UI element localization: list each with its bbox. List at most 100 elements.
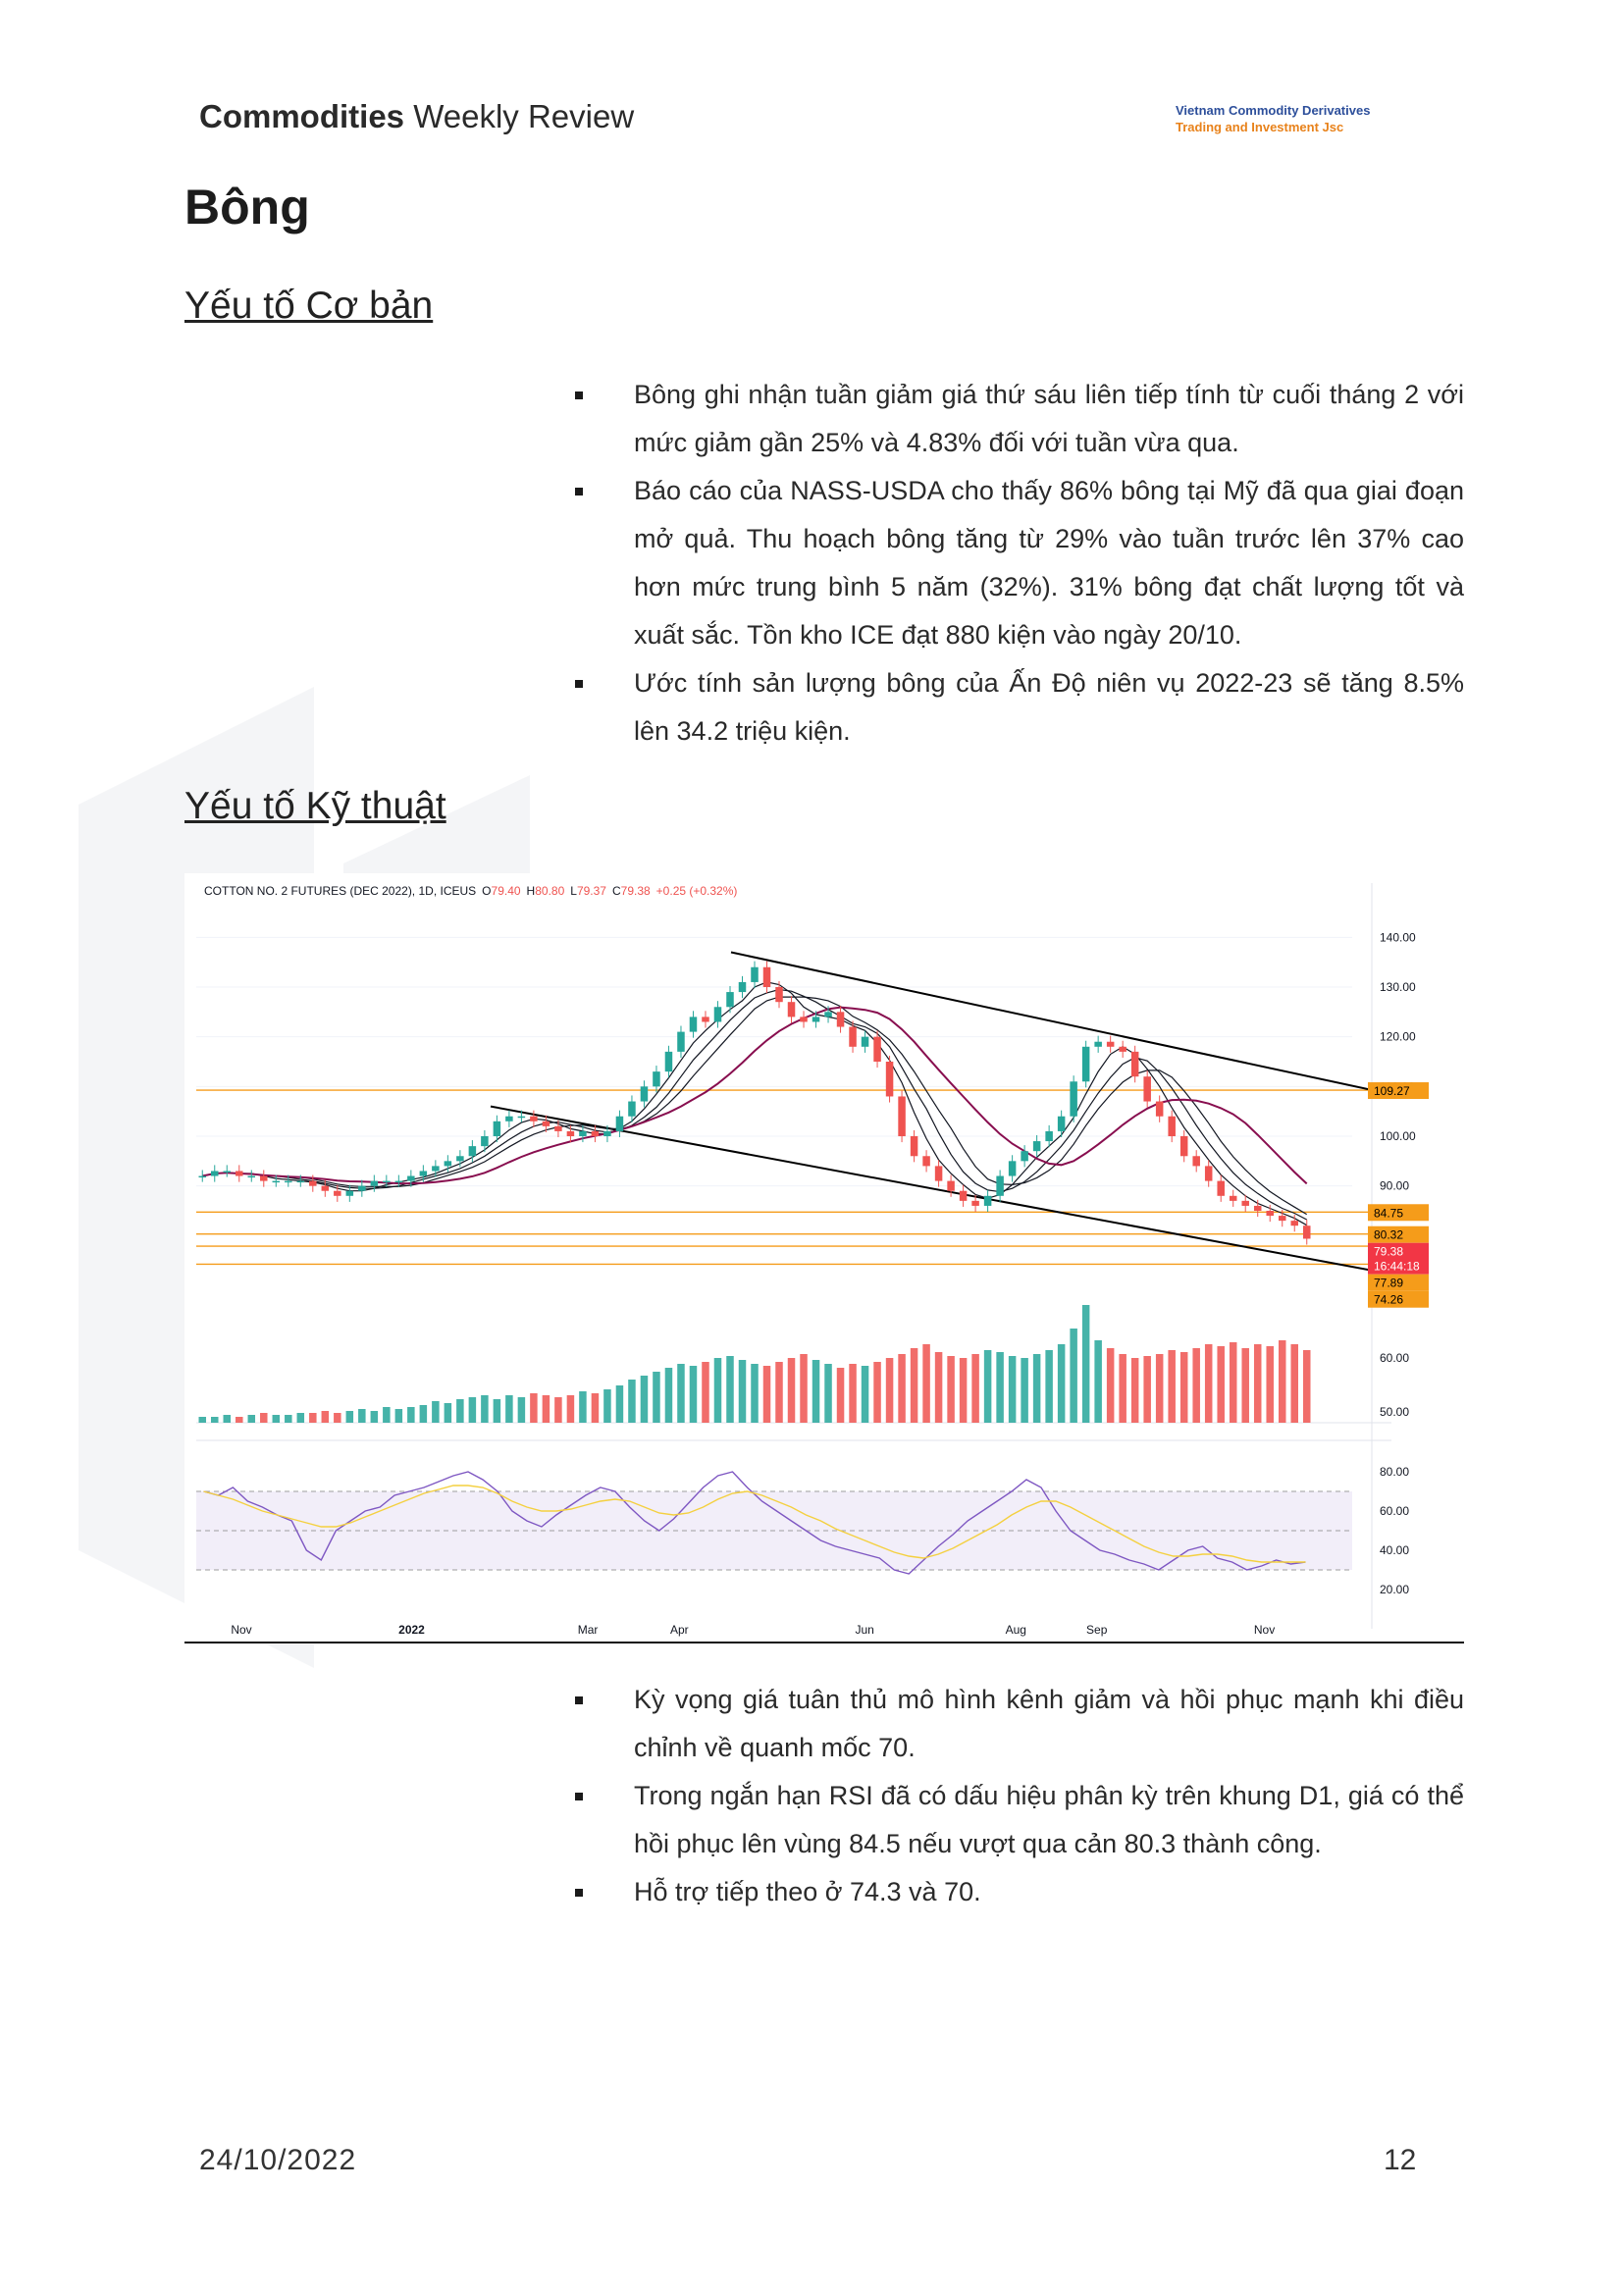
candle-body — [1143, 1076, 1151, 1102]
volume-bar — [702, 1362, 709, 1423]
ma-short-line — [202, 988, 1307, 1221]
volume-bar — [432, 1401, 440, 1423]
chart-legend-h-label: H — [527, 884, 536, 898]
candle-body — [554, 1125, 562, 1131]
company-line-2: Trading and Investment Jsc — [1176, 120, 1344, 134]
volume-bar — [1290, 1344, 1298, 1423]
volume-bar — [456, 1399, 464, 1423]
candle-body — [345, 1190, 354, 1196]
bullet-square-icon — [575, 488, 583, 496]
volume-bar — [947, 1356, 955, 1423]
candle-body — [1241, 1200, 1249, 1206]
volume-bar — [910, 1348, 918, 1423]
channel-upper-line — [730, 951, 1373, 1091]
volume-bar — [1094, 1340, 1102, 1423]
candle-body — [628, 1101, 636, 1117]
candle-body — [1278, 1216, 1286, 1222]
price-tick-label: 100.00 — [1380, 1129, 1416, 1143]
candle-body — [1229, 1195, 1237, 1201]
volume-bar — [934, 1352, 943, 1423]
technical-bullet-list: Kỳ vọng giá tuân thủ mô hình kênh giảm v… — [569, 1676, 1464, 1916]
volume-tick-label: 60.00 — [1380, 1351, 1409, 1365]
candle-body — [407, 1175, 415, 1181]
candle-body — [898, 1096, 906, 1136]
price-label-box — [1368, 1082, 1429, 1100]
price-label: 77.89 — [1374, 1277, 1403, 1290]
candle-body — [444, 1161, 452, 1167]
section-technical-title: Yếu tố Kỹ thuật — [184, 785, 446, 827]
volume-bar — [272, 1415, 281, 1423]
volume-bars: 60.00 50.00 — [198, 1305, 1409, 1423]
candle-body — [726, 992, 734, 1008]
volume-bar — [566, 1395, 575, 1423]
volume-bar — [1302, 1350, 1311, 1423]
candle-body — [1032, 1141, 1041, 1152]
candle-body — [751, 966, 759, 982]
candle-body — [432, 1166, 440, 1172]
volume-bar — [849, 1364, 857, 1423]
candle-body — [1179, 1136, 1188, 1157]
chart-legend-c: 79.38 — [621, 884, 651, 898]
volume-tick-label: 50.00 — [1380, 1405, 1409, 1419]
volume-bar — [1032, 1354, 1041, 1423]
candle-body — [1021, 1151, 1028, 1162]
volume-bar — [713, 1358, 722, 1423]
candle-body — [1045, 1130, 1053, 1142]
candle-body — [812, 1017, 820, 1022]
chart-legend-h: 80.80 — [535, 884, 564, 898]
candle-body — [223, 1171, 232, 1173]
candle-body — [983, 1195, 992, 1206]
volume-bar — [1081, 1305, 1090, 1423]
chart-legend-o: 79.40 — [492, 884, 521, 898]
price-tick-label: 120.00 — [1380, 1030, 1416, 1044]
candle-body — [285, 1180, 292, 1183]
bullet-square-icon — [575, 680, 583, 688]
price-tick-label: 90.00 — [1380, 1179, 1409, 1193]
volume-bar — [1045, 1350, 1053, 1423]
candle-body — [579, 1130, 587, 1136]
candle-body — [591, 1130, 600, 1136]
volume-bar — [358, 1409, 366, 1423]
volume-bar — [873, 1362, 881, 1423]
time-tick-label: Aug — [1006, 1623, 1026, 1637]
candle-body — [615, 1116, 624, 1131]
volume-bar — [751, 1364, 759, 1423]
time-tick-label: Nov — [231, 1623, 251, 1637]
price-label: 79.38 — [1374, 1245, 1403, 1259]
candle-body — [530, 1116, 538, 1121]
candle-body — [1070, 1081, 1077, 1117]
candle-body — [910, 1136, 918, 1157]
candle-body — [505, 1116, 513, 1121]
volume-bar — [971, 1354, 979, 1423]
volume-bar — [1204, 1344, 1213, 1423]
volume-bar — [1179, 1352, 1188, 1423]
chart-legend-l-label: L — [570, 884, 577, 898]
rsi-tick-label: 60.00 — [1380, 1504, 1409, 1518]
candle-body — [1119, 1046, 1126, 1052]
chart-bottom-rule — [184, 1642, 1464, 1643]
volume-bar — [579, 1391, 587, 1423]
chart-background — [184, 873, 1464, 1644]
candle-body — [198, 1175, 207, 1178]
chart-legend-l: 79.37 — [577, 884, 606, 898]
candle-body — [664, 1051, 673, 1072]
candle-body — [334, 1190, 341, 1196]
volume-bar — [762, 1366, 771, 1423]
channel-lower-line — [490, 1105, 1373, 1272]
price-label-box — [1368, 1242, 1429, 1275]
volume-bar — [898, 1354, 906, 1423]
price-label-box — [1368, 1290, 1429, 1308]
volume-bar — [689, 1366, 698, 1423]
candle-body — [517, 1116, 526, 1119]
volume-bar — [800, 1354, 808, 1423]
volume-bar — [836, 1368, 845, 1423]
candle-body — [861, 1036, 869, 1047]
candle-body — [1081, 1046, 1090, 1082]
volume-bar — [481, 1395, 489, 1423]
price-label: 74.26 — [1374, 1293, 1403, 1307]
volume-bar — [726, 1356, 734, 1423]
candle-body — [236, 1171, 243, 1176]
chart-legend: COTTON NO. 2 FUTURES (DEC 2022), 1D, ICE… — [204, 884, 737, 898]
volume-bar — [198, 1417, 207, 1423]
candle-body — [296, 1180, 305, 1183]
